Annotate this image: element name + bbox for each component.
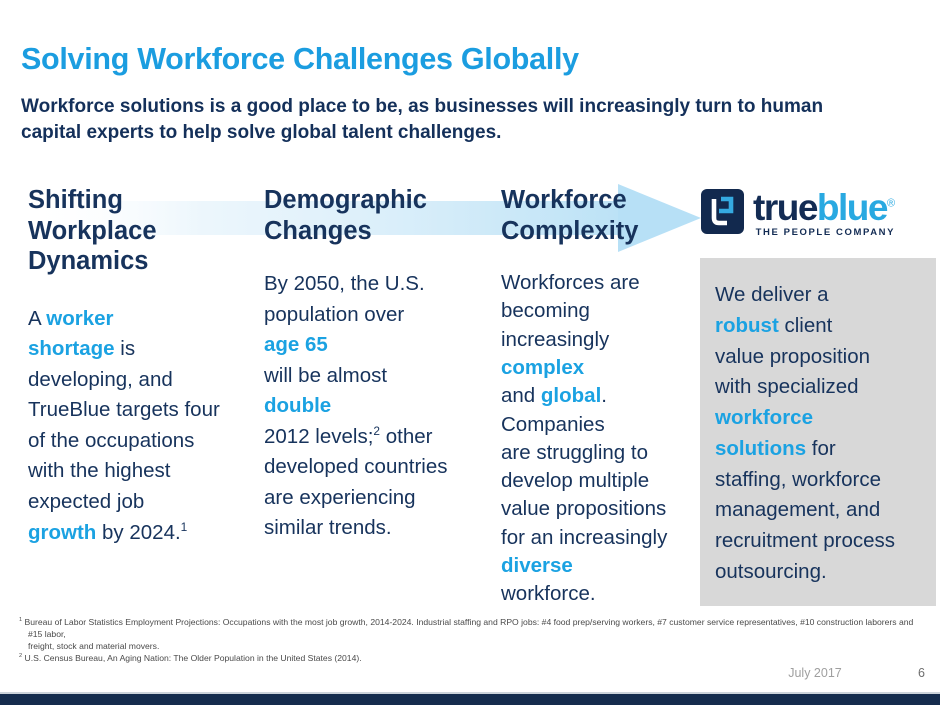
trueblue-logo-text: trueblue® THE PEOPLE COMPANY	[753, 189, 895, 238]
text-segment: increasingly	[501, 327, 610, 351]
text-segment: population over	[264, 302, 405, 326]
wordmark-blue: blue	[816, 187, 889, 228]
text-segment: robust	[715, 313, 779, 337]
text-segment: value proposition	[715, 344, 870, 368]
text-segment: for an increasingly	[501, 525, 668, 549]
column-workforce-complexity: Workforce Complexity Workforces are becom…	[501, 185, 705, 609]
footnotes: 1 Bureau of Labor Statistics Employment …	[19, 616, 924, 664]
text-segment: will be almost	[264, 363, 388, 387]
value-proposition-text: We deliver a robust client value propositi…	[715, 280, 922, 588]
text-segment: global	[540, 384, 602, 408]
wordmark-true: true	[753, 187, 818, 228]
footnote-2-marker: 2	[19, 653, 23, 660]
slide-subtitle: Workforce solutions is a good place to b…	[21, 96, 824, 143]
column-heading: Shifting Workplace Dynamics	[28, 186, 157, 276]
text-segment: diverse	[501, 554, 573, 577]
text-segment: similar trends.	[264, 516, 392, 540]
text-segment: workforce.	[501, 582, 596, 606]
registered-mark: ®	[886, 197, 896, 210]
text-segment: developed countries	[264, 455, 448, 479]
column-body: By 2050, the U.S. population over age 65 wi…	[264, 269, 488, 544]
column-heading: Demographic Changes	[264, 186, 427, 245]
text-segment: are struggling to	[501, 440, 649, 464]
text-segment: develop multiple	[501, 469, 650, 493]
text-segment: double	[264, 394, 332, 418]
text-segment: value propositions	[501, 497, 667, 521]
flow-arrow-graphic	[24, 184, 701, 252]
page-number: 6	[918, 666, 925, 680]
text-segment: 1	[180, 519, 188, 534]
trueblue-logo-icon	[701, 189, 744, 234]
text-segment: outsourcing.	[715, 559, 827, 583]
text-segment: by 2024.	[96, 520, 181, 544]
trueblue-wordmark: trueblue®	[753, 189, 895, 226]
column-shifting-workplace-dynamics: Shifting Workplace Dynamics A worker shor…	[28, 185, 258, 548]
text-segment: of the occupations	[28, 428, 195, 452]
text-segment: 2012 levels;	[264, 424, 374, 448]
footer-divider-line	[0, 692, 940, 694]
text-segment: staffing, workforce	[715, 467, 881, 491]
text-segment: management, and	[715, 498, 881, 522]
text-segment: Companies	[501, 412, 605, 436]
trueblue-tagline: THE PEOPLE COMPANY	[755, 227, 896, 238]
footnote-2-text: U.S. Census Bureau, An Aging Nation: The…	[24, 653, 362, 664]
value-proposition-box: We deliver a robust client value propositi…	[700, 258, 936, 606]
text-segment: .	[601, 384, 607, 408]
text-segment: growth	[28, 520, 97, 544]
column-body: A worker shortage is developing, and TrueBl…	[28, 304, 258, 548]
column-demographic-changes: Demographic Changes By 2050, the U.S. pop…	[264, 185, 488, 544]
text-segment: TrueBlue targets four	[28, 398, 220, 422]
text-segment: We deliver a	[715, 283, 829, 306]
text-segment: 2	[373, 424, 381, 439]
arrow-shaft	[24, 201, 618, 235]
footnote-1-marker: 1	[19, 617, 23, 624]
text-segment: workforce	[715, 406, 813, 429]
text-segment: shortage	[28, 337, 115, 361]
text-segment: recruitment process	[715, 529, 896, 552]
text-segment: By 2050, the U.S.	[264, 272, 425, 296]
text-segment: Workforces are	[501, 271, 640, 295]
text-segment: are experiencing	[264, 485, 416, 509]
text-segment: A	[28, 306, 47, 330]
text-segment: with the highest	[28, 459, 171, 483]
text-segment: client	[778, 313, 833, 337]
text-segment: developing, and	[28, 367, 173, 391]
text-segment: other	[380, 424, 433, 448]
footnote-1-text: Bureau of Labor Statistics Employment Pr…	[24, 617, 914, 652]
text-segment: age 65	[264, 333, 328, 357]
text-segment: and	[501, 384, 541, 408]
text-segment: is	[114, 337, 136, 361]
slide-title: Solving Workforce Challenges Globally	[21, 42, 579, 76]
text-segment: expected job	[28, 489, 145, 513]
footnote-2: 2 U.S. Census Bureau, An Aging Nation: T…	[19, 652, 924, 664]
text-segment: solutions	[715, 436, 807, 460]
trueblue-logo: trueblue® THE PEOPLE COMPANY	[700, 187, 936, 245]
text-segment: complex	[501, 356, 585, 380]
slide-date: July 2017	[788, 666, 842, 680]
text-segment: worker	[46, 306, 114, 330]
text-segment: with specialized	[715, 375, 859, 399]
footer-bar	[0, 694, 940, 705]
column-body: Workforces are becoming increasingly comple…	[501, 269, 705, 608]
text-segment: for	[806, 436, 836, 460]
arrow-head	[618, 184, 701, 252]
column-heading: Workforce Complexity	[501, 186, 639, 245]
footnote-1: 1 Bureau of Labor Statistics Employment …	[19, 616, 924, 652]
text-segment: becoming	[501, 299, 590, 323]
